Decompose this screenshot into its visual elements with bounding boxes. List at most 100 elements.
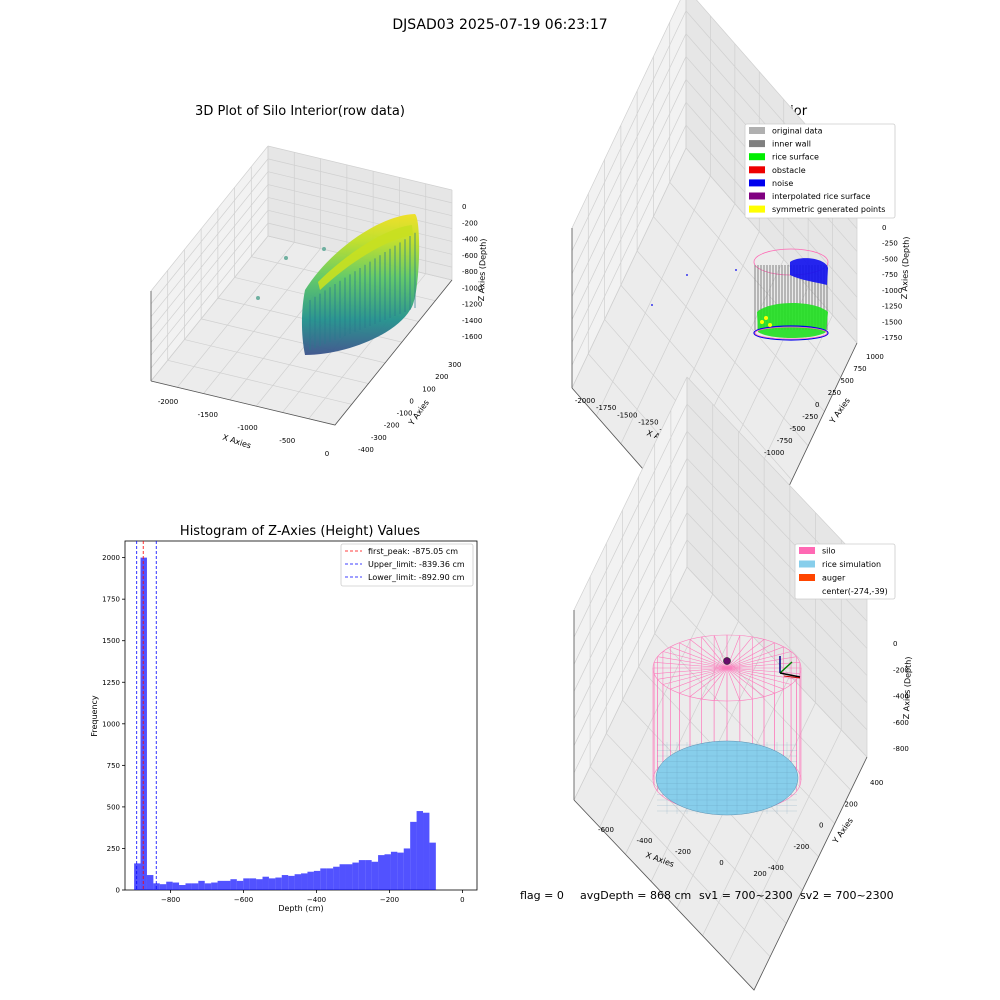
panel2-z-tick: 0 — [882, 224, 886, 232]
panel3-x-tick: 0 — [460, 896, 464, 904]
panel2-left-hgridline — [685, 147, 858, 344]
panel4-silo-spoke — [679, 667, 728, 694]
panel4-floor-gridline — [670, 600, 852, 791]
panel4-axis-lines — [573, 756, 868, 991]
panel4-rice-mesh — [657, 742, 797, 814]
panel2-y-tick: -500 — [790, 425, 806, 433]
panel3-hist-bar — [204, 883, 212, 890]
panel1-z-tick: -1200 — [462, 301, 482, 309]
panel1-outlier-point — [256, 296, 260, 300]
panel3-y-tick: 1750 — [102, 596, 120, 604]
panel4-silo-spoke — [689, 639, 728, 669]
panel3-hist-bar — [378, 855, 385, 890]
panel4-y-tick: 400 — [870, 779, 883, 787]
panel3-hist-bar — [191, 883, 199, 890]
panel3-hist-bar — [230, 879, 237, 890]
panel1-left-hgridline — [267, 145, 453, 191]
panel3-hist-bar — [333, 866, 340, 890]
panel4-orientation-auger — [783, 675, 801, 679]
panel3-hist-bar — [429, 842, 436, 890]
panel3-y-tick: 500 — [107, 803, 120, 811]
panel2-z-tick: -1000 — [882, 287, 902, 295]
panel1-z-tick: 0 — [462, 203, 466, 211]
panel1-back-hgridline — [150, 171, 269, 317]
panel2-floor-gridline — [620, 203, 736, 444]
panel3-hist-bar — [268, 878, 276, 890]
panel4-center-marker — [723, 657, 731, 665]
panel4-legend-swatch — [799, 574, 815, 581]
panel3-hist-bar — [256, 879, 263, 890]
panel2-silo-bottom — [754, 326, 828, 340]
panel2-legend-swatch — [749, 166, 765, 174]
panel4-silo-spoke — [726, 667, 784, 690]
panel2-pane-back — [572, 0, 686, 388]
panel1-left-hgridline — [267, 171, 453, 217]
panel4-back-hgridline — [573, 403, 688, 638]
panel2-noise-cluster — [790, 258, 828, 285]
panel4-floor-gridline — [599, 593, 714, 828]
panel4-silo-spoke — [670, 667, 728, 690]
panel2-z-tick: -250 — [882, 240, 898, 248]
panel4-floor-gridline — [589, 766, 771, 957]
panel3-hist-bar — [217, 880, 224, 890]
panel3-hist-bar — [358, 860, 366, 890]
panel2-pane-floor — [572, 148, 857, 583]
panel3-y-tick: 1250 — [102, 679, 120, 687]
panel1-outlier-point — [284, 256, 288, 260]
panel3-ylabel: Frequency — [90, 695, 99, 737]
panel1-axis-lines — [150, 279, 453, 426]
panel3-hist-bar — [352, 862, 359, 890]
panel1-x-tick: -1500 — [198, 411, 218, 419]
panel3-hist-bar — [365, 860, 372, 890]
panel4-pane-left — [687, 377, 867, 757]
panel3-hist-bar — [313, 870, 321, 890]
panel3-hist-bar — [275, 877, 282, 890]
panel2-back-hgridline — [571, 147, 687, 389]
panel2-z-tick: -1250 — [882, 303, 902, 311]
panel4-silo-spoke — [662, 667, 728, 685]
panel2-back-hgridline — [571, 56, 687, 297]
panel3-hist-bar — [134, 863, 141, 890]
panel3-legend-box — [340, 543, 474, 587]
panel2-legend-swatch — [749, 192, 765, 200]
panel3-y-tick: 0 — [116, 887, 120, 895]
footer-flag: flag = 0 — [520, 889, 564, 902]
panel4-silo-spoke — [726, 642, 775, 669]
panel4-x-tick: 0 — [719, 859, 723, 867]
panel2-z-tick: -750 — [882, 271, 898, 279]
panel2-y-tick: 0 — [815, 401, 819, 409]
panel1-zlabel: Z Axies (Depth) — [477, 238, 488, 301]
panel2-left-hgridline — [685, 124, 858, 321]
panel3-hist-bar — [371, 861, 379, 890]
panel2-noise-point — [735, 269, 737, 271]
panel1-z-tick: -600 — [462, 252, 478, 260]
panel3-xlabel: Depth (cm) — [278, 904, 323, 913]
panel1-xlabel: X Axies — [221, 433, 252, 451]
panel4-silo-spoke — [726, 656, 797, 669]
panel4-orientation-y — [779, 661, 793, 674]
panel1-floor-gridline — [184, 339, 369, 384]
panel4-left-hgridline — [686, 458, 868, 649]
panel2-legend-swatch — [749, 127, 765, 134]
panel2-floor-gridline — [620, 284, 793, 481]
panel3-hist-bar — [179, 885, 186, 890]
panel1-y-tick: -200 — [384, 422, 400, 430]
panel3-hist-bar — [281, 875, 289, 890]
panel3-legend-label: first_peak: -875.05 cm — [368, 547, 458, 556]
panel3-legend-label: Upper_limit: -839.36 cm — [368, 560, 465, 569]
panel4-legend-label: rice simulation — [822, 560, 881, 569]
panel4-back-hgridline — [573, 512, 688, 746]
panel3-hist-bar — [236, 880, 244, 890]
panel4-left-hgridline — [686, 566, 868, 758]
panel2-floor-gridline — [636, 250, 809, 447]
panel4-z-tick: 0 — [893, 640, 897, 648]
panel3-hist-bar — [185, 883, 192, 890]
panel2-floor-gridline — [653, 216, 825, 412]
panel2-legend-label: rice surface — [772, 153, 819, 162]
panel4-silo-spoke — [726, 667, 792, 685]
panel4-silo-spoke — [713, 667, 728, 701]
panel4-silo-spoke — [726, 646, 784, 669]
panel4-zlabel: Z Axies (Depth) — [902, 656, 913, 719]
panel1-x-tick: -2000 — [158, 398, 178, 406]
panel2-symmetric-point — [760, 320, 764, 324]
